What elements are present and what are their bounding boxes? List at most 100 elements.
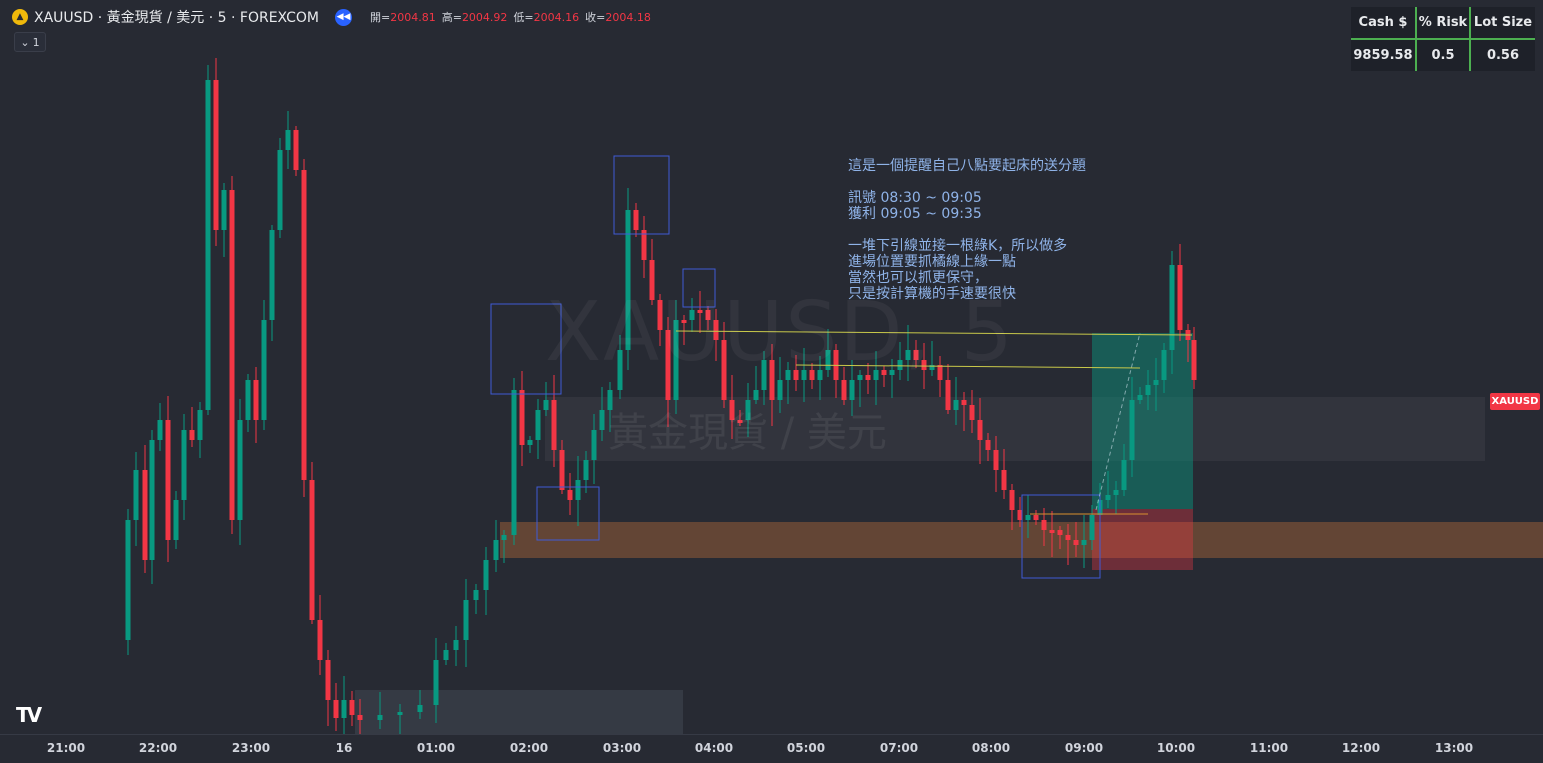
candle-body (1178, 265, 1183, 330)
candle-body (198, 410, 203, 440)
candle-body (1192, 340, 1197, 380)
high-label: 高= (442, 11, 462, 24)
time-tick: 03:00 (603, 741, 641, 755)
candle-body (286, 130, 291, 150)
candle-body (474, 590, 479, 600)
candle-body (378, 715, 383, 720)
candle-body (418, 705, 423, 712)
price-label: XAUUSD (1490, 393, 1540, 410)
indicator-toggle-button[interactable]: ⌄ 1 (14, 32, 46, 52)
annotation-line: 一堆下引線並接一根綠K，所以做多 (848, 238, 1086, 254)
high-item: 高=2004.92 (442, 9, 508, 25)
candle-body (254, 380, 259, 420)
candle-body (1130, 400, 1135, 460)
risk-header: % Risk (1416, 7, 1470, 39)
cash-header: Cash $ (1351, 7, 1416, 39)
candle-body (1050, 530, 1055, 533)
candle-body (350, 700, 355, 715)
candle-body (576, 480, 581, 500)
candle-body (1114, 490, 1119, 495)
candle-body (358, 715, 363, 720)
candle-body (484, 560, 489, 590)
candle-body (464, 600, 469, 640)
indicator-count: 1 (33, 36, 40, 49)
candle-body (342, 700, 347, 718)
candle-body (994, 450, 999, 470)
annotation-line: 當然也可以抓更保守， (848, 270, 1086, 286)
loss-zone (1092, 509, 1193, 570)
low-label: 低= (513, 11, 533, 24)
candle-body (294, 130, 299, 170)
candle-body (552, 400, 557, 450)
candle-body (434, 660, 439, 705)
candle-body (978, 420, 983, 440)
candle-body (262, 320, 267, 420)
chart-header: ▲ XAUUSD · 黃金現貨 / 美元 · 5 · FOREXCOM ◀◀ 開… (12, 8, 651, 26)
candle-body (986, 440, 991, 450)
candle-body (1154, 380, 1159, 385)
candle-body (190, 430, 195, 440)
candle-body (1122, 460, 1127, 490)
low-item: 低=2004.16 (513, 9, 579, 25)
profit-zone (1092, 333, 1193, 509)
low-value: 2004.16 (534, 11, 580, 24)
candle-body (536, 410, 541, 440)
lot-size-value: 0.56 (1470, 39, 1535, 71)
open-label: 開= (370, 11, 390, 24)
gold-coin-icon[interactable]: ▲ (12, 9, 28, 25)
candle-body (143, 470, 148, 560)
candle-body (310, 480, 315, 620)
candle-body (230, 190, 235, 520)
text-annotation[interactable]: 這是一個提醒自己八點要起床的送分題 訊號 08:30 ~ 09:05 獲利 09:0… (848, 158, 1086, 302)
risk-calculator-table: Cash $ % Risk Lot Size 9859.58 0.5 0.56 (1351, 7, 1535, 71)
annotation-line: 只是按計算機的手速要很快 (848, 286, 1086, 302)
candle-body (520, 390, 525, 445)
candle-body (1002, 470, 1007, 490)
candle-body (502, 535, 507, 540)
candle-body (1170, 265, 1175, 350)
time-tick: 05:00 (787, 741, 825, 755)
candle-body (326, 660, 331, 700)
candle-body (1034, 515, 1039, 520)
symbol-title[interactable]: XAUUSD · 黃金現貨 / 美元 · 5 · FOREXCOM (34, 7, 319, 27)
candle-body (398, 712, 403, 715)
time-tick: 02:00 (510, 741, 548, 755)
candle-body (946, 380, 951, 410)
annotation-line: 進場位置要抓橘線上緣一點 (848, 254, 1086, 270)
time-axis[interactable]: 21:00 22:00 23:00 16 01:00 02:00 03:00 0… (0, 734, 1543, 763)
candle-body (560, 450, 565, 490)
candle-body (1090, 515, 1095, 540)
candle-body (454, 640, 459, 650)
candle-body (528, 440, 533, 445)
candle-body (778, 380, 783, 400)
time-tick: 21:00 (47, 741, 85, 755)
open-item: 開=2004.81 (370, 9, 436, 25)
candle-body (954, 400, 959, 410)
candle-body (278, 150, 283, 230)
time-tick: 22:00 (139, 741, 177, 755)
time-tick: 04:00 (695, 741, 733, 755)
candle-body (270, 230, 275, 320)
candle-body (444, 650, 449, 660)
cash-value: 9859.58 (1351, 39, 1416, 71)
candle-body (592, 430, 597, 460)
time-tick: 12:00 (1342, 741, 1380, 755)
annotation-line: 獲利 09:05 ~ 09:35 (848, 206, 1086, 222)
risk-table-header-row: Cash $ % Risk Lot Size (1351, 7, 1535, 39)
candle-body (166, 420, 171, 540)
tradingview-logo[interactable]: TV (16, 703, 39, 727)
close-item: 收=2004.18 (585, 9, 651, 25)
rewind-icon[interactable]: ◀◀ (335, 9, 352, 26)
time-tick: 13:00 (1435, 741, 1473, 755)
candle-body (134, 470, 139, 520)
watermark-description: 黃金現貨 / 美元 (608, 400, 887, 458)
candle-body (318, 620, 323, 660)
candle-body (850, 380, 855, 400)
candle-body (302, 170, 307, 480)
candle-body (126, 520, 131, 640)
candle-body (238, 420, 243, 520)
annotation-line: 訊號 08:30 ~ 09:05 (848, 190, 1086, 206)
candle-body (246, 380, 251, 420)
candle-body (512, 390, 517, 535)
close-value: 2004.18 (605, 11, 651, 24)
